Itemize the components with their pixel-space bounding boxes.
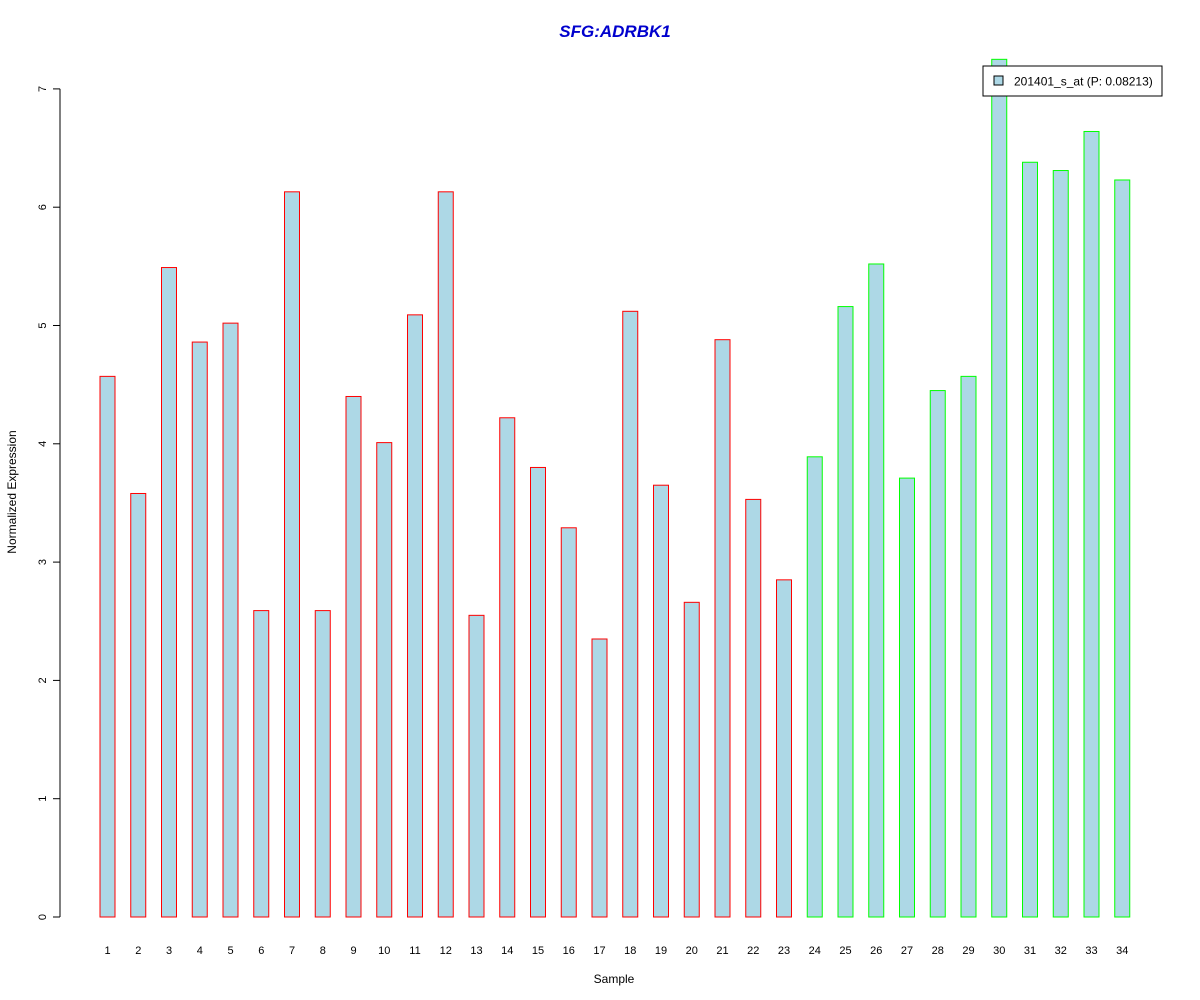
x-tick-label: 7	[289, 945, 295, 957]
bar-sample-24	[806, 456, 823, 918]
bar-sample-9	[345, 395, 362, 918]
bar-sample-33	[1083, 130, 1100, 918]
x-tick-label: 4	[197, 945, 203, 957]
y-tick-label: 4	[37, 441, 49, 447]
y-tick-label: 2	[37, 677, 49, 683]
x-tick-label: 21	[716, 945, 728, 957]
bars	[99, 58, 1131, 918]
x-tick-label: 22	[747, 945, 759, 957]
bar-sample-26	[868, 263, 885, 918]
x-tick-label: 17	[593, 945, 605, 957]
x-tick-label: 24	[809, 945, 821, 957]
bar-sample-18	[622, 310, 639, 918]
x-tick-label: 16	[563, 945, 575, 957]
bar-sample-27	[899, 477, 915, 918]
x-tick-label: 13	[470, 945, 482, 957]
y-tick-label: 6	[37, 204, 49, 210]
bar-sample-30	[991, 58, 1008, 918]
bar-sample-11	[407, 314, 423, 918]
legend-box	[982, 65, 1163, 97]
bar-sample-4	[191, 341, 208, 918]
x-tick-label: 27	[901, 945, 913, 957]
x-tick-label: 23	[778, 945, 790, 957]
y-tick-label: 7	[37, 86, 49, 92]
x-tick-label: 19	[655, 945, 667, 957]
x-tick-label: 10	[378, 945, 390, 957]
x-tick-label: 26	[870, 945, 882, 957]
y-tick-label: 5	[37, 322, 49, 328]
x-tick-label: 31	[1024, 945, 1036, 957]
bar-sample-8	[314, 610, 331, 918]
bar-sample-32	[1052, 170, 1069, 918]
x-tick-label: 14	[501, 945, 513, 957]
bar-sample-34	[1114, 179, 1131, 918]
y-tick-label: 1	[37, 796, 49, 802]
y-tick-label: 3	[37, 559, 49, 565]
bar-sample-23	[776, 579, 792, 918]
bar-sample-31	[1022, 161, 1038, 918]
bar-sample-20	[683, 601, 700, 918]
x-tick-label: 8	[320, 945, 326, 957]
x-tick-label: 15	[532, 945, 544, 957]
bar-sample-13	[468, 614, 485, 918]
bar-sample-17	[591, 638, 608, 918]
y-axis-label: Normalized Expression	[5, 430, 19, 553]
bar-sample-10	[376, 442, 393, 918]
bar-sample-7	[284, 191, 300, 918]
bar-sample-29	[960, 375, 977, 918]
x-tick-label: 11	[409, 945, 420, 957]
x-tick-label: 32	[1055, 945, 1067, 957]
x-tick-label: 5	[227, 945, 233, 957]
bar-sample-22	[745, 498, 762, 918]
x-tick-label: 18	[624, 945, 636, 957]
bar-sample-28	[929, 390, 946, 918]
bar-sample-25	[837, 306, 854, 918]
bar-sample-19	[653, 484, 669, 918]
x-tick-label: 1	[104, 945, 110, 957]
x-tick-label: 3	[166, 945, 172, 957]
x-tick-label: 25	[839, 945, 851, 957]
x-tick-label: 9	[350, 945, 356, 957]
x-tick-label: 29	[962, 945, 974, 957]
legend-label: 201401_s_at (P: 0.08213)	[1014, 75, 1153, 89]
y-tick-label: 0	[37, 914, 49, 920]
x-tick-label: 6	[258, 945, 264, 957]
bar-sample-5	[222, 322, 239, 918]
bar-sample-2	[130, 492, 147, 918]
x-tick-label: 34	[1116, 945, 1128, 957]
x-tick-label: 33	[1085, 945, 1097, 957]
x-tick-label: 2	[135, 945, 141, 957]
bar-sample-14	[499, 417, 516, 918]
bar-sample-21	[714, 339, 731, 918]
y-axis: 0 1 2 3 4 5 6 7	[37, 86, 61, 920]
chart-title: SFG:ADRBK1	[559, 22, 670, 41]
bar-sample-16	[560, 527, 577, 918]
bar-sample-12	[437, 191, 454, 918]
x-tick-label: 12	[440, 945, 452, 957]
bar-sample-3	[161, 267, 177, 918]
bar-sample-15	[530, 466, 546, 918]
bar-sample-6	[253, 610, 270, 918]
x-tick-label: 30	[993, 945, 1005, 957]
legend: 201401_s_at (P: 0.08213)	[982, 65, 1163, 97]
legend-swatch	[993, 75, 1004, 86]
x-axis-label: Sample	[594, 972, 635, 986]
bar-sample-1	[99, 375, 116, 918]
x-tick-labels: 1 2 3 4 5 6 7 8 9 10 11 12 13 14 15 16 17 18 19 20 21 22 23 24 2…	[104, 945, 1128, 957]
x-tick-label: 28	[932, 945, 944, 957]
x-tick-label: 20	[686, 945, 698, 957]
